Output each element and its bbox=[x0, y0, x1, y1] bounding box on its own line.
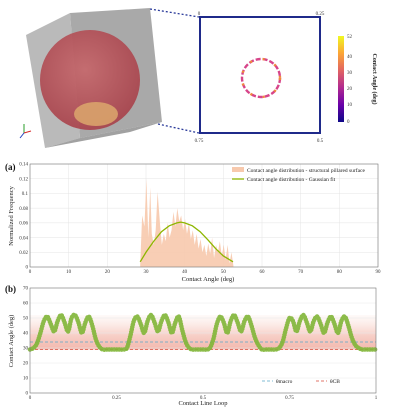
y-tick-label: 0.02 bbox=[19, 251, 28, 256]
colorbar-label: Contact Angle (deg) bbox=[371, 54, 378, 105]
x-axis-label: Contact Angle (deg) bbox=[182, 276, 235, 283]
panel-b-lineplot: (b) 0 10 20 30 40 50 60 70 0 0.25 0.5 0.75 1 Contact… bbox=[5, 284, 379, 407]
zoom-line-top bbox=[149, 8, 200, 18]
gaussian-fit-line bbox=[139, 221, 234, 263]
colorbar-tick: 52 bbox=[347, 35, 353, 40]
y-tick-label: 20 bbox=[23, 362, 29, 367]
x-tick-label: 0 bbox=[29, 270, 32, 275]
y-tick-label: 0.04 bbox=[19, 236, 28, 241]
x-tick-label: 40 bbox=[182, 270, 188, 275]
inset-corner-tr: 0.25 bbox=[316, 12, 325, 17]
x-tick-label: 50 bbox=[221, 270, 227, 275]
histogram-area bbox=[140, 178, 234, 267]
y-tick-label: 40 bbox=[23, 332, 29, 337]
x-tick-label: 90 bbox=[376, 270, 382, 275]
colorbar-tick: 0 bbox=[347, 120, 350, 125]
colorbar-tick: 20 bbox=[347, 87, 353, 92]
x-tick-label: 0.25 bbox=[112, 396, 121, 401]
inset-corner-br: 0.5 bbox=[317, 139, 324, 144]
y-tick-label: 0.14 bbox=[19, 163, 28, 168]
y-tick-label: 60 bbox=[23, 302, 29, 307]
y-tick-label: 30 bbox=[23, 347, 29, 352]
y-tick-label: 0 bbox=[26, 266, 29, 271]
droplet-contact-patch bbox=[74, 102, 118, 126]
legend-entry: Contact angle distribution - structural … bbox=[247, 167, 365, 174]
droplet-sphere bbox=[40, 30, 140, 130]
colorbar-gradient bbox=[338, 36, 344, 122]
panel-b-label: (b) bbox=[5, 284, 16, 294]
droplet-render bbox=[19, 8, 200, 148]
x-tick-label: 70 bbox=[298, 270, 304, 275]
axes-triad-icon bbox=[19, 124, 32, 139]
y-tick-label: 50 bbox=[23, 317, 29, 322]
x-tick-label: 0.5 bbox=[200, 396, 207, 401]
x-tick-label: 80 bbox=[337, 270, 343, 275]
legend: Contact angle distribution - structural … bbox=[232, 167, 365, 183]
plot-frame bbox=[29, 287, 377, 394]
inset-corner-tl: 0 bbox=[198, 12, 201, 17]
contact-line-map: 0 0.25 0.75 0.5 bbox=[195, 12, 325, 144]
panel-a-histogram: (a) 0 0.02 0.04 0.06 0.08 0.1 0.12 0.14 0 10 20 30 4… bbox=[5, 162, 381, 283]
inset-frame bbox=[199, 16, 321, 134]
contact-line-ring-accent bbox=[240, 57, 282, 99]
plot-frame bbox=[29, 163, 379, 268]
y-tick-label: 10 bbox=[23, 377, 29, 382]
x-tick-label: 1 bbox=[375, 396, 378, 401]
panel-a-label: (a) bbox=[5, 162, 16, 172]
y-tick-label: 70 bbox=[23, 287, 29, 292]
colorbar-tick: 40 bbox=[347, 55, 353, 60]
legend-entry: θmacro bbox=[276, 379, 293, 385]
y-axis-label: Contact Angle (deg) bbox=[8, 315, 15, 368]
inset-corner-bl: 0.75 bbox=[195, 139, 204, 144]
x-tick-label: 10 bbox=[66, 270, 72, 275]
x-tick-label: 0.75 bbox=[285, 396, 294, 401]
y-tick-label: 0 bbox=[26, 392, 29, 397]
y-tick-label: 0.12 bbox=[19, 177, 28, 182]
y-tick-label: 0.08 bbox=[19, 207, 28, 212]
colorbar-tick: 10 bbox=[347, 103, 353, 108]
x-tick-label: 60 bbox=[260, 270, 266, 275]
contact-angle-line bbox=[27, 312, 379, 353]
zoom-line-bottom bbox=[157, 123, 200, 134]
y-axis-label: Normalized Frequency bbox=[8, 185, 15, 245]
y-tick-label: 0.06 bbox=[19, 222, 28, 227]
y-tick-label: 0.1 bbox=[22, 192, 29, 197]
x-tick-label: 20 bbox=[105, 270, 111, 275]
x-axis-label: Contact Line Loop bbox=[178, 400, 227, 407]
colorbar: 52 40 30 20 10 0 Contact Angle (deg) bbox=[338, 35, 378, 125]
legend: θmacro θCB bbox=[262, 379, 340, 385]
colorbar-tick: 30 bbox=[347, 71, 353, 76]
legend-swatch-area bbox=[232, 167, 244, 172]
x-tick-label: 30 bbox=[144, 270, 150, 275]
cube-bottom bbox=[45, 122, 162, 148]
x-tick-label: 0 bbox=[29, 396, 32, 401]
legend-entry: θCB bbox=[330, 379, 340, 385]
legend-entry: Contact angle distribution - Gaussian fi… bbox=[247, 176, 336, 183]
